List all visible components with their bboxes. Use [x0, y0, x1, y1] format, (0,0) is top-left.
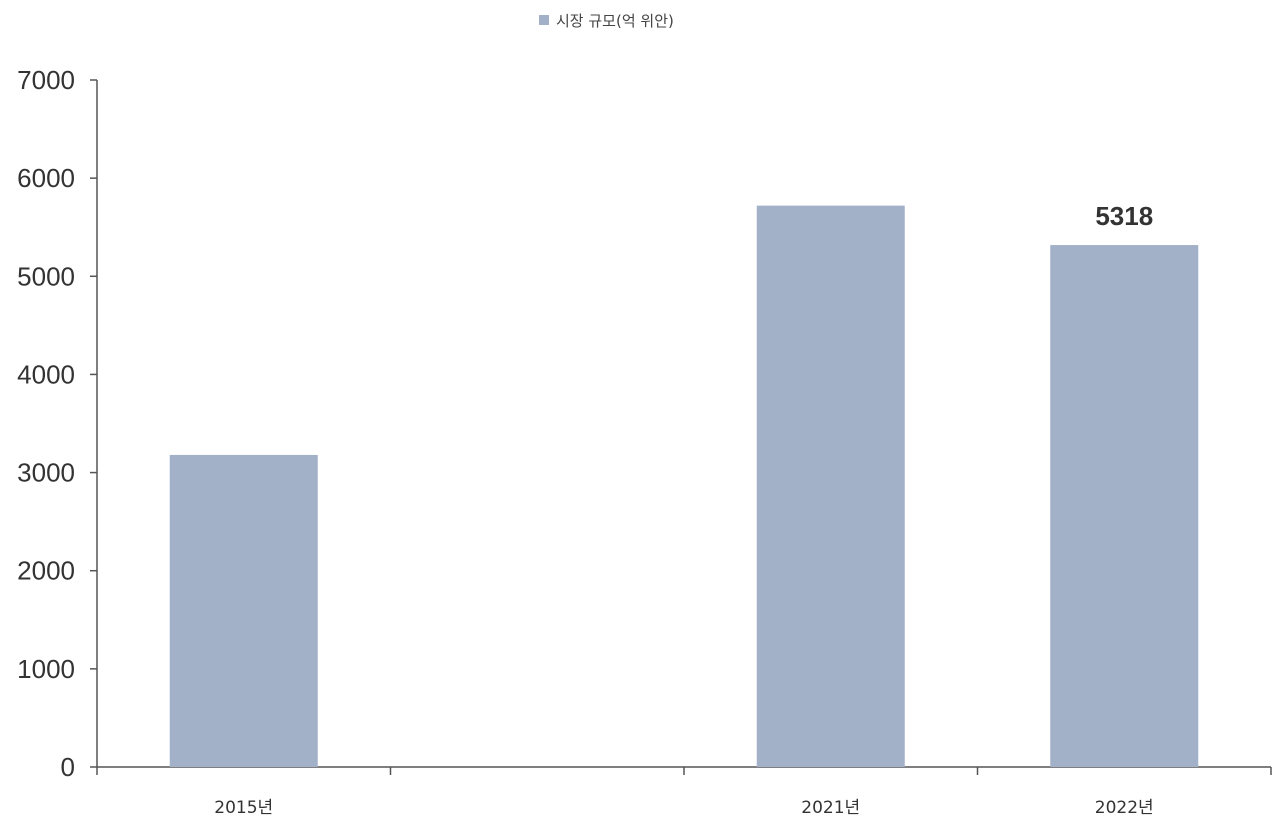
- x-category-label: 2022년: [1095, 798, 1154, 818]
- y-tick-label: 3000: [17, 458, 75, 488]
- bar-value-label: 5318: [1095, 201, 1153, 231]
- legend-label: 시장 규모(억 위안): [556, 12, 674, 30]
- bars: [169, 205, 1199, 767]
- y-axis: 0 1000 2000 3000 4000 5000 6000 7000: [17, 65, 98, 782]
- y-tick-label: 0: [61, 752, 75, 782]
- bar: [1050, 245, 1199, 767]
- x-axis: 2015년 2021년 2022년: [96, 766, 1272, 818]
- legend: 시장 규모(억 위안): [539, 12, 674, 30]
- x-category-label: 2015년: [214, 798, 273, 818]
- y-tick-label: 5000: [17, 261, 75, 291]
- data-labels: 5318: [1095, 201, 1153, 231]
- y-tick-label: 1000: [17, 654, 75, 684]
- legend-swatch: [539, 15, 549, 25]
- x-category-label: 2021년: [801, 798, 860, 818]
- y-tick-label: 2000: [17, 556, 75, 586]
- y-tick-label: 7000: [17, 65, 75, 95]
- bar: [756, 205, 905, 767]
- bar: [169, 454, 318, 767]
- y-tick-label: 4000: [17, 359, 75, 389]
- y-tick-label: 6000: [17, 163, 75, 193]
